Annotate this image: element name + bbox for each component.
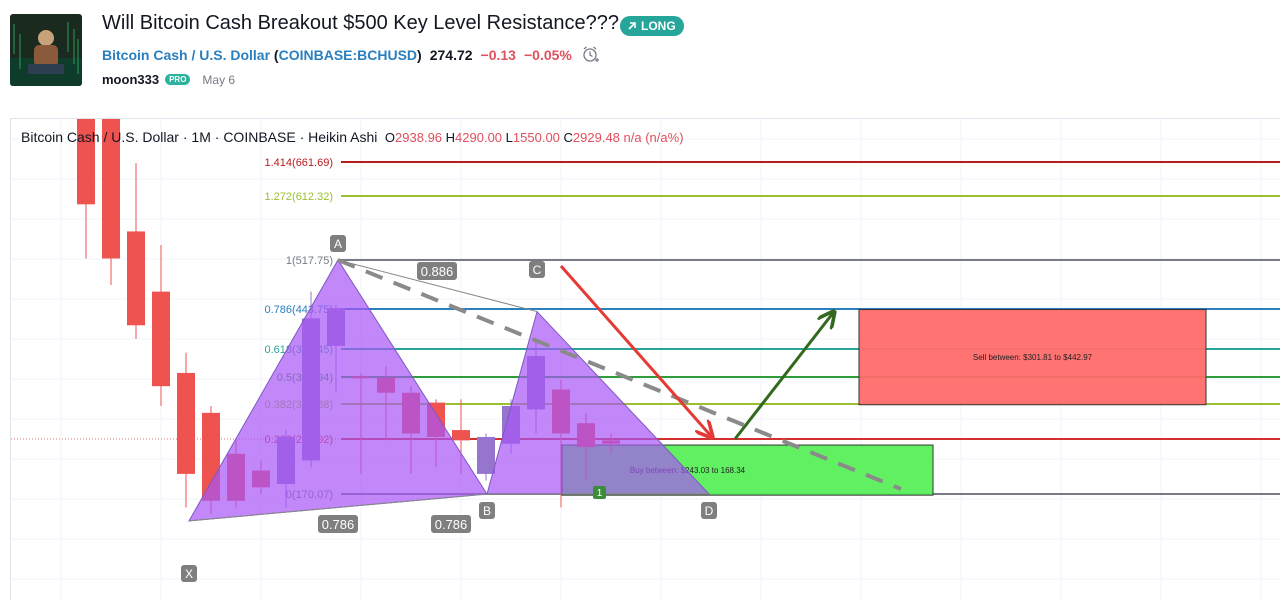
pattern-point-badge[interactable] [529,261,545,278]
author-row: moon333 PRO May 6 [102,72,235,87]
fib-level-label: 1(517.75) [286,255,333,267]
pattern-ratio-label: 0.786 [435,517,468,532]
arrow-up-right-icon [628,22,636,30]
legend-interval: 1M [191,129,211,145]
candle-body[interactable] [152,291,170,387]
pattern-point-label: A [334,237,342,251]
marker-badge[interactable] [593,486,606,499]
pattern-ratio-label: 0.786 [322,517,355,532]
candle-body[interactable] [477,436,495,474]
legend-sep-2: · [214,129,224,145]
pattern-point-label: D [705,504,714,518]
candle-body[interactable] [127,231,145,326]
pattern-ratio-badge [417,262,457,280]
ticker-link[interactable]: COINBASE:BCHUSD [278,47,418,63]
pattern-point-badge[interactable] [181,565,197,582]
idea-thumbnail[interactable] [10,14,82,86]
chart-pane[interactable]: 1.414(661.69) 1.272(612.32) 1(517.75) 0.786… [10,118,1280,600]
legend-sep-3: · [299,129,309,145]
price-chart[interactable]: 1.414(661.69) 1.272(612.32) 1(517.75) 0.786… [11,119,1280,600]
pro-badge: PRO [165,74,191,85]
pattern-point-badge[interactable] [479,502,495,519]
publish-date: May 6 [202,72,236,87]
pattern-point-badge[interactable] [330,235,346,252]
pattern-point-label: X [185,567,193,581]
last-price: 274.72 [429,47,473,63]
green-up-arrow[interactable] [733,313,833,440]
chart-legend: Bitcoin Cash / U.S. Dollar · 1M · COINBA… [21,129,684,145]
legend-open-label: O [384,130,396,145]
buy-zone-label: Buy between: $243.03 to 168.34 [630,466,746,475]
red-down-arrow[interactable] [559,265,711,436]
pattern-ratio-badge [431,515,471,533]
candle-body[interactable] [102,119,120,259]
pattern-line-ac [337,259,538,313]
symbol-name-link[interactable]: Bitcoin Cash / U.S. Dollar [102,47,271,63]
legend-high-label: H [445,130,456,145]
author-link[interactable]: moon333 [102,72,160,87]
legend-high-value: 4290.00 [455,130,503,145]
alarm-clock-icon[interactable] [582,46,600,64]
price-change-percent: −0.05% [523,47,572,63]
ticker-close-paren: ) [417,47,422,63]
legend-symbol: Bitcoin Cash / U.S. Dollar [21,129,179,145]
ticker-open-paren: ( [270,47,279,63]
candle-body[interactable] [177,372,195,474]
candle-body[interactable] [452,430,470,441]
legend-sep-1: · [182,129,192,145]
legend-chart-style: Heikin Ashi [308,129,378,145]
legend-extra: n/a (n/a%) [623,130,684,145]
fib-level-label: 1.272(612.32) [265,191,334,203]
symbol-row: Bitcoin Cash / U.S. Dollar ( COINBASE:BC… [102,46,600,64]
fib-level-label: 1.414(661.69) [265,157,334,169]
legend-close-label: C [563,130,573,145]
pattern-line-xb [188,493,488,522]
legend-close-value: 2929.48 [572,130,620,145]
pattern-point-label: C [533,263,542,277]
sell-zone[interactable] [858,309,1207,406]
legend-ohlc: O2938.96 H4290.00 L1550.00 C2929.48 n/a … [381,130,684,145]
legend-low-label: L [505,130,513,145]
legend-exchange: COINBASE [223,129,296,145]
legend-open-value: 2938.96 [395,130,443,145]
idea-header: Will Bitcoin Cash Breakout $500 Key Leve… [0,0,1280,118]
marker-label: 1 [597,488,603,499]
long-badge[interactable]: LONG [620,16,684,36]
price-change: −0.13 [480,47,516,63]
pattern-ratio-label: 0.886 [421,264,454,279]
pattern-point-label: B [483,504,491,518]
pattern-point-badge[interactable] [701,502,717,519]
dashed-trend-line[interactable] [337,258,902,491]
idea-title: Will Bitcoin Cash Breakout $500 Key Leve… [102,12,619,34]
legend-low-value: 1550.00 [512,130,560,145]
candle-body[interactable] [77,119,95,205]
long-badge-label: LONG [641,19,676,33]
pattern-ratio-badge [318,515,358,533]
sell-zone-label: Sell between: $301.81 to $442.97 [973,353,1093,362]
